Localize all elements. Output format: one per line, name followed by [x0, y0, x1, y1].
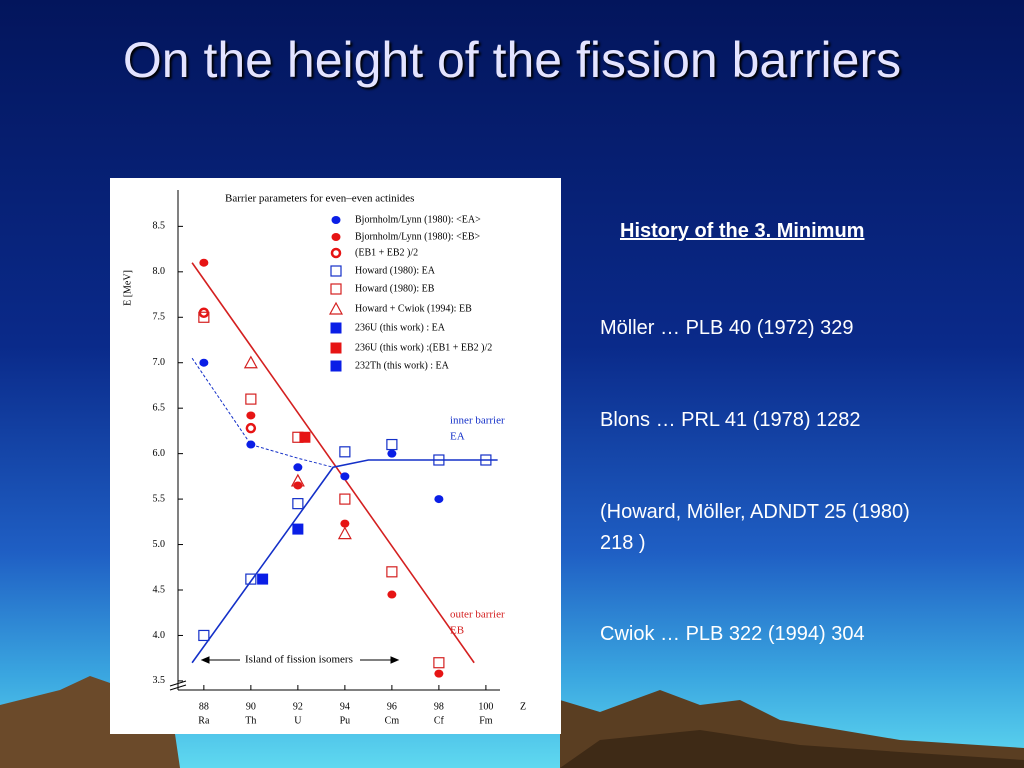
point: [198, 629, 210, 642]
point: [198, 311, 210, 323]
axis-break: [169, 680, 187, 691]
annotation: EB: [450, 625, 464, 637]
reference: Cwiok … PLB 322 (1994) 304: [600, 623, 865, 645]
point: [386, 566, 398, 578]
legend-label: Bjornholm/Lynn (1980): <EB>: [355, 231, 481, 242]
point: [246, 411, 256, 420]
reference: Möller … PLB 40 (1972) 329: [600, 317, 854, 339]
point: [339, 493, 351, 505]
y-tick-label: 3.5: [153, 675, 166, 686]
point: [199, 358, 209, 367]
legend-label: Howard + Cwiok (1994): EB: [355, 303, 472, 314]
fit-line: [191, 459, 498, 664]
arrow: [200, 656, 400, 664]
point: [245, 573, 257, 585]
fit-line: [191, 262, 475, 664]
annotation: outer barrier: [450, 609, 505, 621]
mountain: [560, 730, 1024, 768]
x-tick-label: 90: [246, 701, 256, 712]
point: [337, 526, 352, 540]
element-label: U: [294, 715, 302, 726]
point: [199, 258, 209, 267]
x-tick-label: 96: [387, 701, 397, 712]
y-tick-label: 5.0: [153, 539, 166, 550]
point: [387, 590, 397, 599]
point: [245, 422, 257, 434]
point: [480, 454, 492, 466]
y-tick-label: 6.0: [153, 448, 166, 459]
y-tick-label: 6.5: [153, 402, 166, 413]
point: [245, 393, 257, 405]
point: [243, 355, 258, 369]
x-tick-label: 100: [478, 701, 493, 712]
y-tick-label: 7.5: [153, 312, 166, 323]
x-tick-label: 94: [340, 701, 350, 712]
legend-marker: [330, 247, 342, 259]
fit-line: [191, 357, 334, 468]
point: [340, 519, 350, 528]
reference: Blons … PRL 41 (1978) 1282: [600, 409, 861, 431]
element-label: Th: [245, 715, 256, 726]
x-tick-label: 92: [293, 701, 303, 712]
point: [339, 446, 351, 458]
reference: (Howard, Möller, ADNDT 25 (1980) 218 ): [600, 501, 910, 554]
element-label: Pu: [340, 715, 351, 726]
legend-marker: [330, 342, 342, 354]
legend-label: 236U (this work) : EA: [355, 322, 446, 333]
legend-label: 232Th (this work) : EA: [355, 360, 450, 371]
legend-marker: [328, 301, 344, 315]
x-tick-label: 88: [199, 701, 209, 712]
legend-marker: [330, 283, 342, 295]
legend-marker: [330, 322, 342, 334]
chart-title: Barrier parameters for even–even actinid…: [225, 193, 414, 205]
legend-label: Bjornholm/Lynn (1980): <EA>: [355, 214, 481, 225]
point: [257, 573, 269, 585]
subtitle: History of the 3. Minimum: [620, 220, 865, 242]
annotation: EA: [450, 431, 465, 443]
y-axis-label: E [MeV]: [122, 270, 133, 306]
y-tick-label: 8.0: [153, 266, 166, 277]
point: [292, 498, 304, 510]
annotation: Island of fission isomers: [245, 654, 353, 666]
y-tick-label: 5.5: [153, 493, 166, 504]
element-label: Cf: [434, 715, 445, 726]
point: [246, 440, 256, 449]
element-label: Fm: [479, 715, 493, 726]
y-tick-label: 4.5: [153, 584, 166, 595]
point: [434, 495, 444, 504]
legend-marker: [331, 216, 341, 224]
point: [290, 473, 305, 487]
legend-marker: [330, 360, 342, 372]
element-label: Cm: [385, 715, 400, 726]
point: [433, 454, 445, 466]
point: [340, 472, 350, 481]
x-axis-label: Z: [520, 701, 526, 712]
element-label: Ra: [198, 715, 210, 726]
point: [293, 463, 303, 472]
slide-title: On the height of the fission barriers: [122, 32, 902, 88]
y-tick-label: 8.5: [153, 221, 166, 232]
legend-label: Howard (1980): EA: [355, 265, 436, 276]
annotation: inner barrier: [450, 415, 505, 427]
legend-label: 236U (this work) :(EB1 + EB2 )/2: [355, 342, 492, 353]
legend-marker: [331, 233, 341, 241]
y-tick-label: 4.0: [153, 630, 166, 641]
point: [299, 431, 311, 443]
y-tick-label: 7.0: [153, 357, 166, 368]
point: [387, 449, 397, 458]
point: [434, 669, 444, 678]
point: [292, 523, 304, 535]
legend-marker: [330, 265, 342, 277]
chart: Barrier parameters for even–even actinid…: [110, 178, 561, 734]
legend-label: (EB1 + EB2 )/2: [355, 247, 418, 258]
point: [386, 438, 398, 451]
point: [433, 657, 445, 669]
legend-label: Howard (1980): EB: [355, 283, 435, 294]
x-tick-label: 98: [434, 701, 444, 712]
